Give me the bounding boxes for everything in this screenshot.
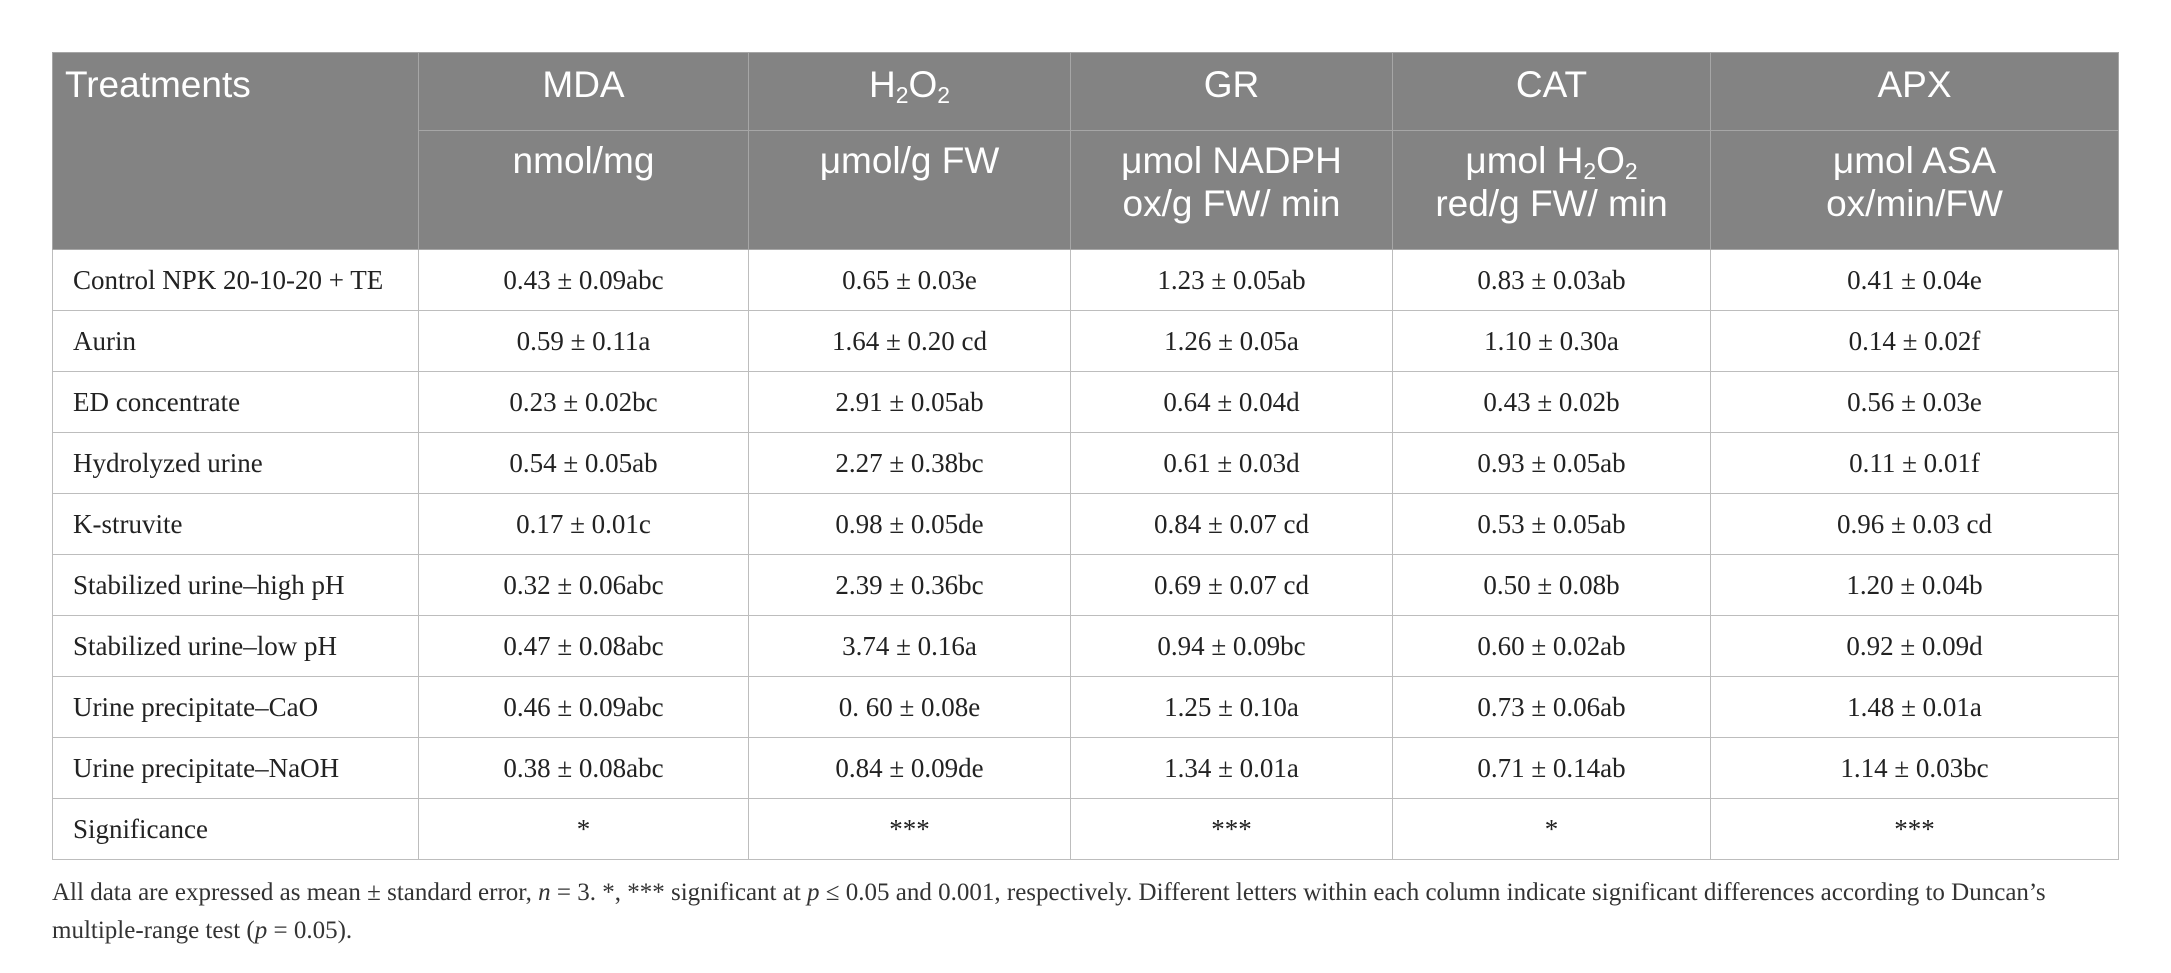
table-cell: * [418,798,749,860]
table-cell: *** [748,798,1071,860]
row-label: Stabilized urine–low pH [52,615,419,677]
col-header-mda: MDA [418,52,749,131]
table-cell: 0.98 ± 0.05de [748,493,1071,555]
table-cell: 1.25 ± 0.10a [1070,676,1393,738]
table-cell: 0.69 ± 0.07 cd [1070,554,1393,616]
table-cell: 0.96 ± 0.03 cd [1710,493,2119,555]
table-row: Control NPK 20-10-20 + TE 0.43 ± 0.09abc 0… [52,249,2119,311]
table-cell: 0.73 ± 0.06ab [1392,676,1711,738]
table-cell: 1.34 ± 0.01a [1070,737,1393,799]
row-label: Stabilized urine–high pH [52,554,419,616]
table-cell: 2.91 ± 0.05ab [748,371,1071,433]
unit-apx: μmol ASA ox/min/FW [1710,130,2119,250]
unit-h2o2: μmol/g FW [748,130,1071,250]
row-label: Urine precipitate–CaO [52,676,419,738]
data-table: Treatments MDA H2O2 GR CAT APX nmol/mg μ… [52,52,2119,860]
table-cell: 0.93 ± 0.05ab [1392,432,1711,494]
table-cell: 1.48 ± 0.01a [1710,676,2119,738]
table-cell: 0.83 ± 0.03ab [1392,249,1711,311]
table-row: ED concentrate 0.23 ± 0.02bc 2.91 ± 0.05ab… [52,371,2119,433]
table-cell: 2.27 ± 0.38bc [748,432,1071,494]
table-cell: 0.65 ± 0.03e [748,249,1071,311]
col-header-treatments: Treatments [52,52,419,250]
table-cell: 0.84 ± 0.07 cd [1070,493,1393,555]
table-cell: 0.54 ± 0.05ab [418,432,749,494]
table-cell: 0.46 ± 0.09abc [418,676,749,738]
unit-mda: nmol/mg [418,130,749,250]
table-row: Aurin 0.59 ± 0.11a 1.64 ± 0.20 cd 1.26 ± 0.… [52,310,2119,372]
table-wrapper: Treatments MDA H2O2 GR CAT APX nmol/mg μ… [52,52,2119,950]
table-cell: 0.17 ± 0.01c [418,493,749,555]
table-header: Treatments MDA H2O2 GR CAT APX nmol/mg μ… [52,52,2119,250]
table-cell: 0. 60 ± 0.08e [748,676,1071,738]
table-cell: 0.23 ± 0.02bc [418,371,749,433]
table-row: Hydrolyzed urine 0.54 ± 0.05ab 2.27 ± 0.38… [52,432,2119,494]
table-cell: * [1392,798,1711,860]
table-row: Stabilized urine–low pH 0.47 ± 0.08abc 3.7… [52,615,2119,677]
unit-gr: μmol NADPH ox/g FW/ min [1070,130,1393,250]
row-label: Aurin [52,310,419,372]
table-cell: *** [1710,798,2119,860]
col-header-apx: APX [1710,52,2119,131]
row-label: Urine precipitate–NaOH [52,737,419,799]
table-cell: 0.47 ± 0.08abc [418,615,749,677]
table-cell: 0.38 ± 0.08abc [418,737,749,799]
table-cell: 0.59 ± 0.11a [418,310,749,372]
table-cell: 2.39 ± 0.36bc [748,554,1071,616]
table-cell: 3.74 ± 0.16a [748,615,1071,677]
table-cell: 0.56 ± 0.03e [1710,371,2119,433]
table-cell: 0.43 ± 0.02b [1392,371,1711,433]
table-cell: 0.61 ± 0.03d [1070,432,1393,494]
table-cell: 0.41 ± 0.04e [1710,249,2119,311]
table-cell: 0.14 ± 0.02f [1710,310,2119,372]
table-cell: 1.14 ± 0.03bc [1710,737,2119,799]
table-cell: 1.23 ± 0.05ab [1070,249,1393,311]
table-cell: 0.92 ± 0.09d [1710,615,2119,677]
table-cell: 0.71 ± 0.14ab [1392,737,1711,799]
table-cell: 0.50 ± 0.08b [1392,554,1711,616]
table-cell: 1.64 ± 0.20 cd [748,310,1071,372]
table-cell: 0.11 ± 0.01f [1710,432,2119,494]
row-label: Control NPK 20-10-20 + TE [52,249,419,311]
table-cell: 1.20 ± 0.04b [1710,554,2119,616]
table-footnote: All data are expressed as mean ± standar… [52,879,2046,944]
table-cell: *** [1070,798,1393,860]
table-row: Significance * *** *** * *** [52,798,2119,860]
table-row: Urine precipitate–NaOH 0.38 ± 0.08abc 0.84… [52,737,2119,799]
table-row: Urine precipitate–CaO 0.46 ± 0.09abc 0. 60… [52,676,2119,738]
row-label: Significance [52,798,419,860]
col-header-h2o2: H2O2 [748,52,1071,131]
table-cell: 0.94 ± 0.09bc [1070,615,1393,677]
row-label: K-struvite [52,493,419,555]
unit-cat: μmol H2O2 red/g FW/ min [1392,130,1711,250]
table-cell: 0.64 ± 0.04d [1070,371,1393,433]
col-header-gr: GR [1070,52,1393,131]
table-cell: 0.43 ± 0.09abc [418,249,749,311]
table-cell: 0.84 ± 0.09de [748,737,1071,799]
table-row: Stabilized urine–high pH 0.32 ± 0.06abc 2.… [52,554,2119,616]
table-cell: 1.10 ± 0.30a [1392,310,1711,372]
table-cell: 0.53 ± 0.05ab [1392,493,1711,555]
table-row: K-struvite 0.17 ± 0.01c 0.98 ± 0.05de 0.84 … [52,493,2119,555]
table-cell: 1.26 ± 0.05a [1070,310,1393,372]
row-label: ED concentrate [52,371,419,433]
col-header-cat: CAT [1392,52,1711,131]
table-cell: 0.32 ± 0.06abc [418,554,749,616]
table-body: Control NPK 20-10-20 + TE 0.43 ± 0.09abc 0… [52,249,2119,860]
table-cell: 0.60 ± 0.02ab [1392,615,1711,677]
row-label: Hydrolyzed urine [52,432,419,494]
